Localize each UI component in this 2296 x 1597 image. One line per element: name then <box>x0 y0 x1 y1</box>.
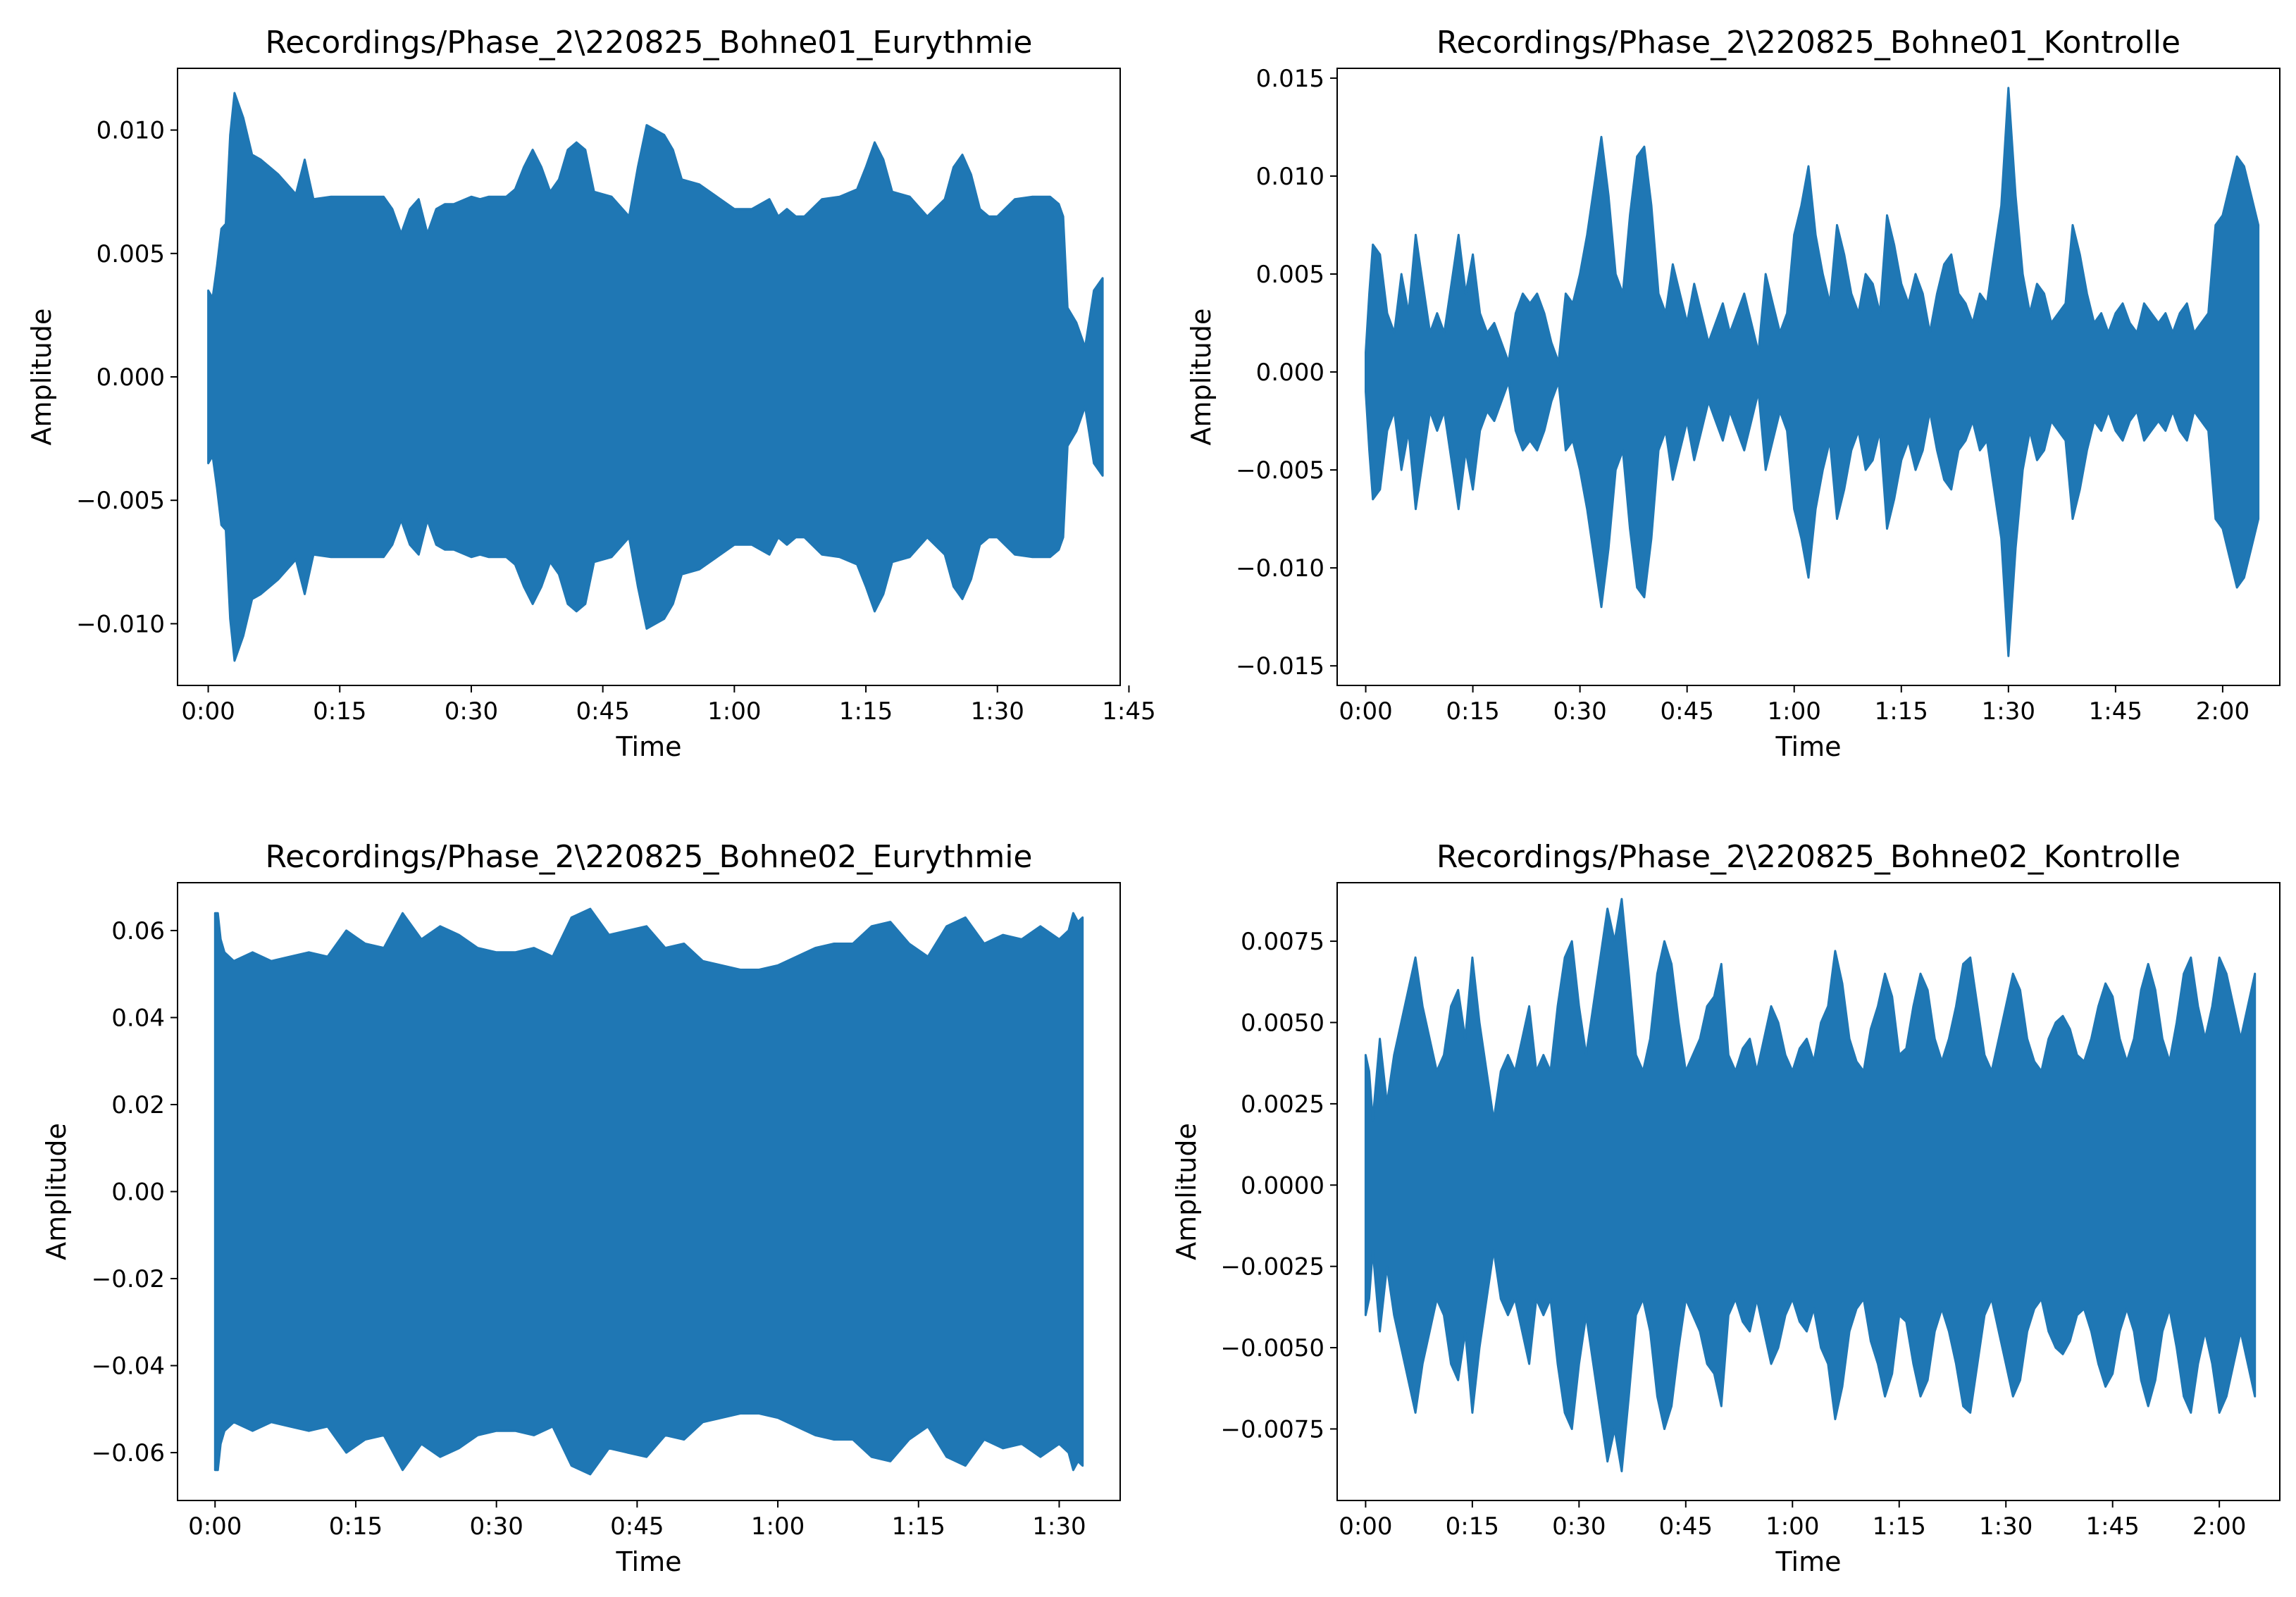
chart-title: Recordings/Phase_2\220825_Bohne01_Kontro… <box>1436 25 2180 61</box>
x-tick-label: 0:30 <box>1552 1512 1606 1541</box>
x-tick-label: 0:00 <box>1339 697 1392 726</box>
x-tick-label: 0:15 <box>329 1512 383 1541</box>
y-tick-label: 0.010 <box>97 117 165 145</box>
x-tick-label: 1:00 <box>707 697 761 726</box>
waveform-series-1 <box>213 907 1084 1476</box>
y-tick-label: 0.005 <box>97 240 165 268</box>
x-tick-label: 0:45 <box>576 697 629 726</box>
y-axis-label: Amplitude <box>1171 1123 1202 1260</box>
y-tick-label: −0.0075 <box>1221 1415 1324 1443</box>
x-tick-label: 1:45 <box>2089 697 2142 726</box>
waveform-series-1 <box>1364 897 2257 1472</box>
y-tick-label: 0.015 <box>1256 65 1324 93</box>
x-tick-label: 0:00 <box>181 697 235 726</box>
x-tick-label: 0:45 <box>1659 1512 1713 1541</box>
x-tick-label: 0:15 <box>1446 1512 1499 1541</box>
y-tick-label: −0.005 <box>76 487 165 515</box>
y-tick-label: 0.0025 <box>1241 1090 1324 1119</box>
y-axis-label: Amplitude <box>1186 309 1217 446</box>
x-tick-label: 1:00 <box>1768 697 1821 726</box>
x-tick-label: 1:15 <box>1873 1512 1926 1541</box>
x-tick-label: 1:00 <box>751 1512 805 1541</box>
x-tick-label: 1:15 <box>839 697 893 726</box>
y-tick-label: 0.02 <box>111 1091 165 1119</box>
x-axis-label: Time <box>1775 731 1842 762</box>
chart-title: Recordings/Phase_2\220825_Bohne02_Kontro… <box>1436 839 2180 875</box>
x-tick-label: 1:30 <box>1979 1512 2033 1541</box>
x-tick-label: 0:45 <box>610 1512 664 1541</box>
x-tick-label: 1:30 <box>1032 1512 1086 1541</box>
y-tick-label: 0.000 <box>97 363 165 392</box>
y-tick-label: 0.000 <box>1256 359 1324 387</box>
x-tick-label: 2:00 <box>2196 697 2250 726</box>
x-tick-label: 2:00 <box>2192 1512 2246 1541</box>
x-tick-label: 1:00 <box>1766 1512 1819 1541</box>
y-tick-label: −0.0025 <box>1221 1253 1324 1281</box>
y-tick-label: −0.0050 <box>1221 1334 1324 1362</box>
x-tick-label: 1:45 <box>1102 697 1155 726</box>
chart-panel-3: 0:00 0:15 0:30 0:45 1:00 1:15 1:30 −0.06 −0.04 −0… <box>41 839 1121 1577</box>
axes-frame <box>1336 68 2281 686</box>
waveform-series-1 <box>1365 87 2260 657</box>
y-tick-label: −0.02 <box>92 1265 165 1293</box>
waveform-series-1 <box>207 92 1104 662</box>
axes-frame <box>1336 882 2281 1501</box>
y-tick-label: 0.0000 <box>1241 1172 1324 1200</box>
y-tick-label: −0.015 <box>1236 652 1324 681</box>
x-tick-label: 0:30 <box>1553 697 1606 726</box>
x-tick-label: 1:15 <box>1875 697 1928 726</box>
y-tick-label: 0.04 <box>111 1004 165 1032</box>
y-tick-label: −0.04 <box>92 1353 165 1381</box>
x-axis-label: Time <box>616 1546 682 1577</box>
y-axis-label: Amplitude <box>41 1123 72 1260</box>
y-tick-label: −0.005 <box>1236 456 1324 485</box>
x-tick-label: 1:15 <box>892 1512 945 1541</box>
x-tick-label: 0:00 <box>188 1512 242 1541</box>
y-tick-label: 0.06 <box>111 917 165 945</box>
y-tick-label: −0.010 <box>76 610 165 638</box>
chart-title: Recordings/Phase_2\220825_Bohne02_Euryth… <box>265 839 1032 875</box>
y-tick-label: 0.00 <box>111 1179 165 1207</box>
x-tick-label: 1:30 <box>1982 697 2035 726</box>
chart-panel-1: 0:00 0:15 0:30 0:45 1:00 1:15 1:30 1:45 −0.010 −0… <box>26 25 1156 762</box>
x-axis-label: Time <box>1775 1546 1842 1577</box>
x-axis-label: Time <box>616 731 682 762</box>
y-tick-label: −0.010 <box>1236 554 1324 583</box>
x-tick-label: 1:45 <box>2086 1512 2140 1541</box>
chart-panel-2: 0:00 0:15 0:30 0:45 1:00 1:15 1:30 1:45 2:00 −0.0… <box>1186 25 2281 762</box>
x-tick-label: 0:15 <box>1446 697 1499 726</box>
y-tick-label: 0.0075 <box>1241 928 1324 956</box>
y-axis-label: Amplitude <box>26 309 57 446</box>
chart-panel-4: 0:00 0:15 0:30 0:45 1:00 1:15 1:30 1:45 2:00 −0.0… <box>1171 839 2281 1577</box>
y-tick-label: 0.005 <box>1256 261 1324 289</box>
x-tick-label: 0:15 <box>313 697 366 726</box>
x-tick-label: 0:30 <box>469 1512 523 1541</box>
x-tick-label: 0:45 <box>1661 697 1714 726</box>
x-tick-label: 0:30 <box>445 697 498 726</box>
x-tick-label: 1:30 <box>971 697 1024 726</box>
y-tick-label: −0.06 <box>92 1439 165 1467</box>
x-tick-label: 0:00 <box>1339 1512 1392 1541</box>
y-tick-label: 0.0050 <box>1241 1009 1324 1037</box>
y-tick-label: 0.010 <box>1256 163 1324 191</box>
chart-title: Recordings/Phase_2\220825_Bohne01_Euryth… <box>265 25 1032 61</box>
